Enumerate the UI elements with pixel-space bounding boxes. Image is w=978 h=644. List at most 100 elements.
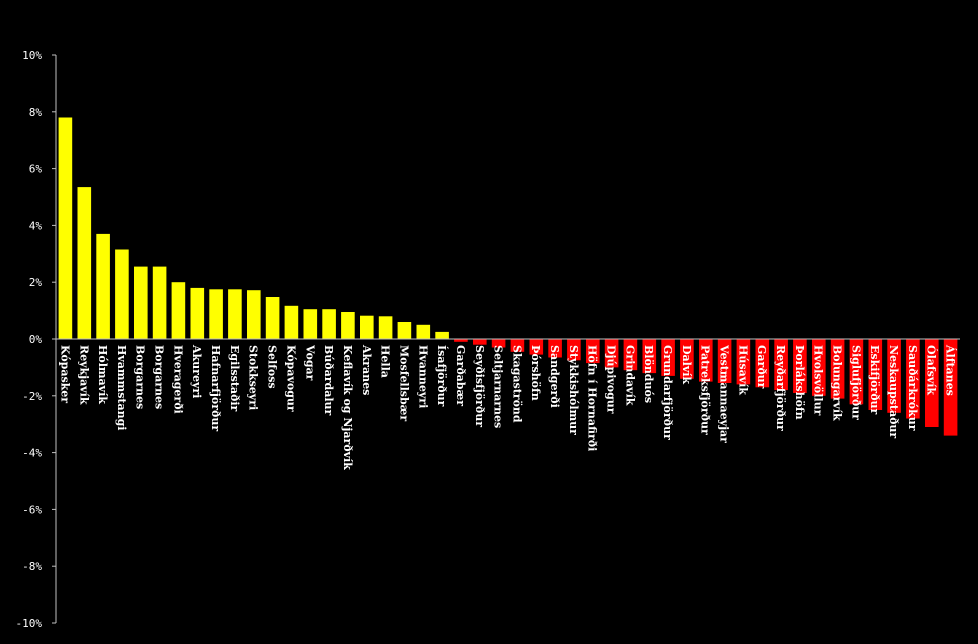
bar-32	[661, 339, 675, 376]
category-label: Borgarnes	[153, 345, 166, 409]
category-label: Garðabær	[454, 345, 467, 406]
bar-11	[265, 297, 280, 339]
bars-layer	[58, 117, 958, 436]
bar-31	[642, 339, 657, 374]
y-tick-label: -10%	[16, 617, 43, 630]
category-label: Selfoss	[266, 345, 279, 389]
bar-40	[812, 339, 826, 396]
category-label: Patreksfjörður	[699, 345, 712, 435]
bar-2	[96, 233, 110, 339]
bar-1	[77, 187, 92, 339]
category-label: Djúpivogur	[605, 345, 618, 414]
category-label: Hólmavík	[96, 345, 109, 404]
category-label: Hvammstangi	[115, 345, 128, 430]
bar-37	[755, 339, 770, 388]
bar-23	[491, 339, 506, 348]
bar-7	[190, 287, 205, 339]
category-label: Kópavogur	[284, 345, 297, 412]
bar-19	[416, 324, 431, 339]
bar-24	[510, 339, 525, 352]
category-label: Stokkseyri	[247, 345, 260, 410]
bar-20	[435, 331, 449, 339]
category-label: Grundarfjörður	[661, 345, 674, 440]
bar-41	[830, 339, 845, 399]
bar-46	[925, 339, 939, 427]
bar-4	[134, 266, 148, 339]
y-tick-label: 2%	[29, 276, 43, 289]
category-label: Ólafsvík	[925, 345, 939, 395]
bar-3	[115, 249, 129, 339]
bar-28	[586, 339, 600, 364]
axis-layer: 10% 8% 6% 4% 2% 0% -2% -4% -6% -8% -10%	[16, 49, 960, 630]
bar-47	[943, 339, 958, 436]
bar-17	[378, 316, 393, 339]
category-label: Stykkishólmur	[567, 345, 580, 435]
category-label: Reyðarfjörður	[774, 345, 787, 431]
y-tick-label: 8%	[29, 106, 43, 119]
y-tick-label: 6%	[29, 163, 43, 176]
category-label: Vogar	[303, 344, 316, 381]
bar-0	[58, 117, 73, 339]
bar-44	[887, 339, 901, 413]
category-label: Grindavík	[623, 345, 636, 406]
y-tick-label: -2%	[22, 390, 42, 403]
y-tick-label: 10%	[22, 49, 42, 62]
category-label: Siglufjörður	[849, 345, 862, 420]
category-label: Akranes	[360, 344, 373, 395]
category-label: Reykjavík	[77, 345, 90, 405]
y-tick-label: 4%	[29, 219, 43, 232]
y-tick-label: -8%	[22, 560, 42, 573]
bar-38	[774, 339, 788, 391]
bar-15	[341, 312, 355, 339]
category-label: Hveragerði	[171, 345, 184, 414]
bar-8	[209, 289, 223, 339]
category-label: Akureyri	[190, 344, 203, 398]
category-label: Blönduós	[642, 345, 655, 403]
category-label: Þórshöfn	[529, 345, 542, 401]
bar-34	[699, 339, 713, 382]
bar-43	[868, 339, 883, 410]
y-tick-label: 0%	[29, 333, 43, 346]
category-label: Seltjarnarnes	[492, 345, 505, 428]
category-label: Bolungarvík	[831, 345, 844, 421]
bar-42	[849, 339, 864, 405]
bar-14	[322, 309, 336, 339]
bar-5	[152, 266, 167, 339]
category-label: Sandgerði	[548, 345, 561, 408]
category-label: Hvolsvöllur	[812, 345, 825, 416]
bar-16	[360, 315, 374, 339]
category-label: Höfn í Hornafirði	[586, 345, 599, 451]
category-label: Sauðárkrókur	[906, 345, 919, 431]
category-label: Búðardalur	[322, 345, 335, 416]
category-label: Mosfellsbær	[397, 345, 410, 421]
y-tick-label: -6%	[22, 503, 42, 516]
category-label: Egilsstaðir	[228, 345, 241, 412]
category-label: Borgarnes	[134, 345, 147, 409]
bar-36	[736, 339, 751, 385]
bar-39	[793, 339, 807, 393]
category-label: Seyðisfjörður	[473, 345, 486, 427]
bar-35	[717, 339, 732, 383]
bar-26	[548, 339, 562, 358]
bar-12	[284, 305, 299, 339]
category-label: Skagaströnd	[510, 345, 523, 423]
bar-27	[567, 339, 581, 361]
bar-9	[228, 289, 242, 339]
category-labels: Kópasker Reykjavík Hólmavík Hvammstangi Borg…	[58, 344, 957, 470]
category-label: Húsavík	[736, 345, 749, 395]
category-label: Neskaupstaður	[887, 345, 900, 438]
category-label: Þorlákshöfn	[793, 345, 806, 420]
category-label: Álftanes	[944, 344, 958, 396]
bar-30	[623, 339, 638, 371]
bar-33	[680, 339, 694, 379]
category-label: Hafnarfjörður	[209, 345, 222, 431]
category-label: Kópasker	[58, 345, 71, 403]
category-label: Dalvík	[680, 345, 693, 384]
category-label: Vestmannaeyjar	[718, 344, 731, 443]
bar-29	[604, 339, 619, 368]
category-label: Eskifjörður	[868, 345, 881, 415]
category-label: Hvanneyri	[416, 345, 429, 408]
bar-45	[906, 339, 920, 419]
category-label: Keflavík og Njarðvík	[341, 345, 354, 470]
